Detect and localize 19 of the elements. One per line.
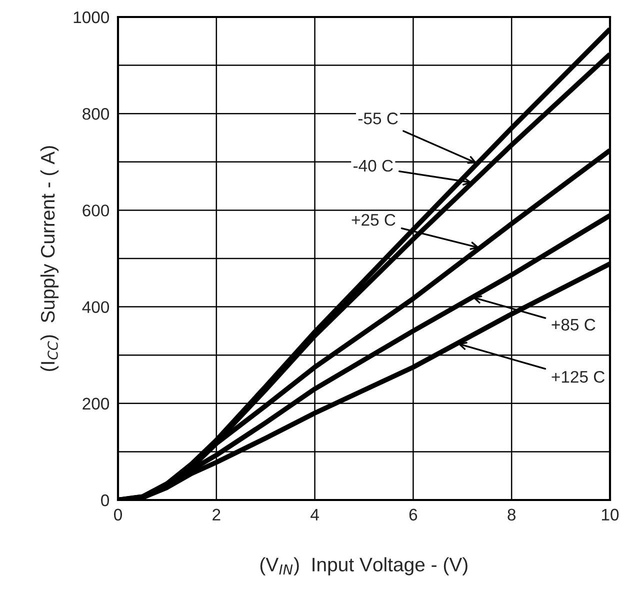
y-tick-label: 200 <box>82 398 110 410</box>
annotation: -55 C <box>358 112 398 124</box>
y-axis-title: (I$_{CC}$) Supply Current - ( A) <box>40 146 59 371</box>
annotation: +85 C <box>552 318 596 331</box>
y-tick-label: 600 <box>82 204 110 216</box>
x-tick-label: 6 <box>409 508 418 521</box>
x-tick-label: 8 <box>508 508 516 521</box>
annotation: +125 C <box>552 370 605 383</box>
annotation: -40 C <box>354 160 393 172</box>
x-tick-label: 0 <box>114 508 122 521</box>
y-tick-label: 800 <box>82 108 110 120</box>
x-tick-label: 10 <box>602 508 619 521</box>
x-tick-label: 4 <box>310 508 319 520</box>
annotation: +25 C <box>352 214 396 226</box>
x-axis-title: (V$_{IN}$) Input Voltage - (V) <box>260 557 468 576</box>
x-tick-label: 2 <box>212 508 220 520</box>
y-tick-label: 400 <box>82 301 110 314</box>
y-tick-label: 0 <box>101 494 110 506</box>
y-tick-label: 1000 <box>74 11 110 24</box>
